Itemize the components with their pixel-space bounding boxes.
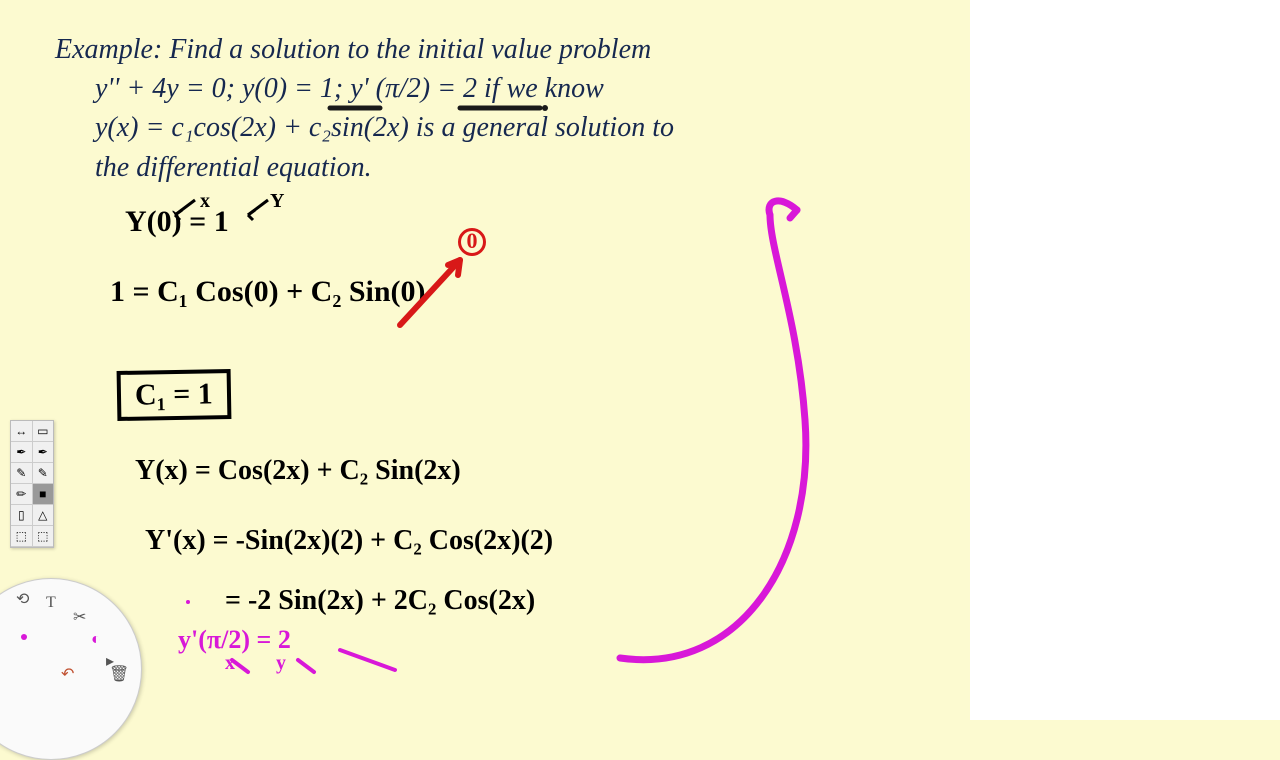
problem-line1: Find a solution to the initial value pro… — [169, 34, 651, 65]
tool-sel1[interactable]: ⬚ — [11, 526, 33, 546]
tool-pencil1[interactable]: ✎ — [11, 463, 33, 483]
radial-text-icon[interactable]: T — [46, 594, 56, 612]
tool-shape2[interactable]: △ — [33, 505, 54, 525]
hand-step5: = -2 Sin(2x) + 2C₂ Cos(2x) — [225, 585, 535, 617]
hand-step3: Y(x) = Cos(2x) + C₂ Sin(2x) — [135, 455, 461, 487]
pen-toolbar[interactable]: ↔▭ ✒✒ ✎✎ ✏■ ▯△ ⬚⬚ — [10, 420, 54, 548]
tool-pen2[interactable]: ✒ — [33, 442, 54, 462]
hand-step1: Y(0) = 1 — [125, 205, 229, 239]
hand-step6-sub: x y — [225, 652, 304, 675]
toolbar-row: ✏■ — [11, 484, 53, 505]
toolbar-row: ✎✎ — [11, 463, 53, 484]
radial-redo-icon[interactable]: ↶ — [61, 664, 74, 684]
tool-sel2[interactable]: ⬚ — [33, 526, 54, 546]
toolbar-row: ↔▭ — [11, 421, 53, 442]
radial-undo-icon[interactable]: ⟲ — [16, 589, 29, 609]
radial-color-icon[interactable]: ◐ — [91, 631, 101, 649]
hand-arrow-y-label: Y — [270, 190, 284, 213]
hand-arrow-x-label: x — [200, 190, 210, 213]
hand-step6: y'(π/2) = 2 — [178, 625, 291, 655]
hand-step4: Y'(x) = -Sin(2x)(2) + C₂ Cos(2x)(2) — [145, 525, 553, 557]
radial-menu[interactable]: ⟲ T ✂ ◐ ↶ 🗑 ▸ — [0, 578, 142, 760]
tool-pencil2[interactable]: ✎ — [33, 463, 54, 483]
radial-dot-icon[interactable] — [21, 634, 27, 640]
tool-fill[interactable]: ■ — [33, 484, 54, 504]
problem-statement: Example: Find a solution to the initial … — [55, 30, 955, 187]
problem-line4: the differential equation. — [95, 152, 372, 183]
problem-line3: y(x) = c₁cos(2x) + c₂sin(2x) is a genera… — [95, 112, 674, 143]
toolbar-row: ✒✒ — [11, 442, 53, 463]
toolbar-row: ▯△ — [11, 505, 53, 526]
tool-shape1[interactable]: ▯ — [11, 505, 33, 525]
example-label: Example: — [55, 34, 169, 65]
tool-marker[interactable]: ✏ — [11, 484, 33, 504]
problem-line2: y'' + 4y = 0; y(0) = 1; y' (π/2) = 2 if … — [95, 73, 604, 104]
right-whitespace — [970, 0, 1280, 720]
tool-pen1[interactable]: ✒ — [11, 442, 33, 462]
content-area: Example: Find a solution to the initial … — [55, 30, 955, 187]
boxed-result: C₁ = 1 — [117, 370, 231, 420]
tool-move[interactable]: ↔ — [11, 421, 33, 441]
hand-step2: 1 = C₁ Cos(0) + C₂ Sin(0) — [110, 275, 426, 309]
tool-rect[interactable]: ▭ — [33, 421, 54, 441]
radial-pointer-icon[interactable]: ▸ — [106, 651, 114, 671]
red-zero-circle: 0 — [458, 228, 486, 256]
boxed-c1: C₁ = 1 — [117, 369, 232, 421]
radial-cut-icon[interactable]: ✂ — [73, 607, 86, 627]
toolbar-row: ⬚⬚ — [11, 526, 53, 547]
